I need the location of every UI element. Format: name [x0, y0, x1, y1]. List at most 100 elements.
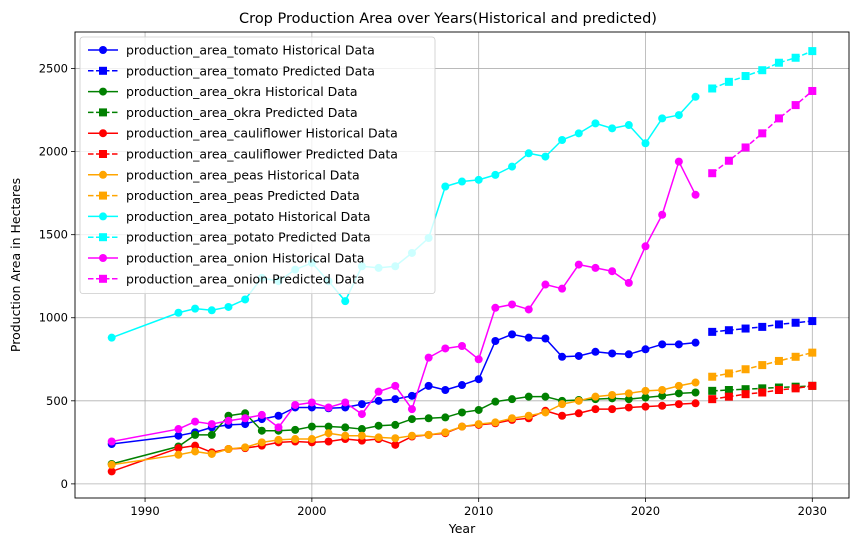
production-area-okra-historical-data-point	[391, 420, 400, 429]
production-area-onion-historical-data-point	[458, 341, 466, 350]
production-area-tomato-historical-data-point	[241, 420, 250, 429]
legend-swatch-marker	[99, 212, 107, 221]
production-area-cauliflower-predicted-data-point	[724, 392, 733, 401]
production-area-okra-predicted-data-point	[724, 386, 733, 395]
x-tick-label: 2020	[631, 504, 660, 518]
legend-entry: production_area_cauliflower Historical D…	[126, 126, 398, 141]
legend-swatch-marker	[99, 233, 107, 242]
legend-box	[79, 36, 436, 295]
production-area-potato-historical-data-point	[691, 92, 700, 101]
production-area-cauliflower-historical-data-point	[608, 405, 617, 414]
legend-swatch-marker	[99, 254, 107, 262]
production-area-onion-historical-data-point	[691, 190, 700, 199]
production-area-cauliflower-historical-data-point	[574, 409, 583, 418]
y-tick-label: 2500	[39, 62, 68, 76]
production-area-peas-historical-data-point	[341, 431, 350, 440]
production-area-onion-historical-data-point	[324, 403, 333, 412]
production-area-tomato-historical-data-point	[658, 340, 667, 349]
production-area-peas-historical-data-point	[224, 444, 233, 453]
production-area-peas-historical-data-point	[241, 443, 250, 452]
production-area-peas-historical-data-line	[111, 381, 696, 466]
production-area-peas-predicted-data-point	[808, 348, 817, 357]
production-area-cauliflower-historical-data-point	[641, 402, 650, 411]
production-area-okra-historical-data-line	[111, 391, 696, 465]
production-area-onion-historical-data-point	[107, 437, 116, 446]
production-area-onion-historical-data-point	[274, 423, 283, 432]
production-area-onion-predicted-data-point	[791, 101, 800, 110]
production-area-peas-predicted-data-point	[708, 372, 717, 381]
production-area-potato-historical-data-point	[608, 124, 617, 133]
production-area-onion-historical-data-point	[591, 263, 600, 272]
production-area-onion-historical-data-point	[257, 410, 266, 419]
production-area-tomato-historical-data-point	[424, 381, 433, 390]
production-area-tomato-historical-data-point	[524, 333, 533, 342]
production-area-peas-predicted-data-point	[758, 361, 767, 370]
production-area-peas-predicted-data-point	[791, 352, 800, 361]
production-area-tomato-historical-data-point	[691, 338, 700, 347]
production-area-peas-predicted-data-point	[741, 365, 750, 374]
production-area-onion-historical-data-point	[357, 410, 366, 419]
production-area-okra-historical-data-point	[524, 392, 533, 401]
production-area-onion-predicted-data-point	[741, 143, 750, 152]
production-area-tomato-historical-data-point	[391, 395, 400, 404]
legend-swatch-marker	[99, 66, 107, 75]
production-area-cauliflower-historical-data-point	[391, 440, 400, 449]
legend-entry: production_area_peas Historical Data	[126, 167, 360, 182]
production-area-okra-historical-data-point	[658, 391, 667, 400]
production-area-onion-historical-data-point	[524, 305, 533, 314]
legend-entry: production_area_cauliflower Predicted Da…	[126, 147, 398, 162]
production-area-peas-historical-data-point	[291, 435, 300, 444]
production-area-tomato-historical-data-point	[591, 347, 600, 356]
production-area-peas-historical-data-point	[608, 390, 617, 399]
legend-entry: production_area_tomato Historical Data	[126, 43, 375, 58]
production-area-tomato-historical-data-point	[441, 386, 450, 395]
production-area-tomato-historical-data-point	[541, 334, 550, 343]
production-area-okra-historical-data-point	[441, 413, 450, 422]
production-area-okra-historical-data-point	[424, 414, 433, 423]
y-tick-label: 2000	[39, 145, 68, 159]
production-area-onion-predicted-data-point	[774, 114, 783, 123]
production-area-peas-historical-data-point	[307, 435, 316, 444]
legend-entry: production_area_onion Predicted Data	[126, 271, 365, 286]
production-area-onion-historical-data-point	[608, 267, 617, 276]
production-area-peas-historical-data-point	[574, 396, 583, 405]
x-tick-label: 2030	[798, 504, 827, 518]
production-area-onion-historical-data-point	[174, 425, 183, 434]
production-area-okra-historical-data-point	[508, 395, 517, 404]
production-area-peas-historical-data-point	[624, 389, 633, 398]
production-area-peas-historical-data-point	[191, 447, 200, 456]
production-area-potato-historical-data-point	[624, 121, 633, 130]
chart-title: Crop Production Area over Years(Historic…	[239, 11, 657, 27]
production-area-okra-historical-data-point	[191, 430, 200, 439]
production-area-tomato-historical-data-point	[574, 351, 583, 360]
production-area-potato-historical-data-point	[541, 152, 550, 161]
production-area-tomato-predicted-data-point	[724, 326, 733, 335]
production-area-tomato-predicted-data-point	[758, 322, 767, 331]
production-area-peas-historical-data-point	[541, 408, 550, 417]
production-area-okra-historical-data-point	[341, 423, 350, 432]
production-area-okra-historical-data-point	[458, 408, 466, 417]
production-area-peas-historical-data-point	[524, 411, 533, 420]
production-area-okra-historical-data-point	[207, 430, 216, 439]
production-area-tomato-historical-data-point	[624, 350, 633, 359]
production-area-peas-historical-data-point	[491, 418, 500, 427]
production-area-potato-historical-data-point	[458, 177, 466, 186]
production-area-peas-historical-data-point	[324, 429, 333, 438]
legend-entry: production_area_tomato Predicted Data	[126, 63, 375, 78]
y-tick-label: 500	[46, 394, 68, 408]
legend-swatch-marker	[99, 170, 107, 179]
production-area-tomato-historical-data-point	[608, 349, 617, 358]
production-area-peas-historical-data-point	[458, 422, 466, 431]
production-area-potato-historical-data-point	[474, 175, 483, 184]
production-area-peas-historical-data-point	[274, 435, 283, 444]
production-area-potato-predicted-data-point	[724, 77, 733, 86]
production-area-cauliflower-predicted-data-point	[791, 384, 800, 393]
production-area-tomato-historical-data-point	[174, 431, 183, 440]
production-area-tomato-historical-data-point	[374, 396, 383, 405]
production-area-potato-historical-data-point	[107, 333, 116, 342]
production-area-cauliflower-historical-data-point	[558, 411, 567, 420]
legend-swatch-marker	[99, 129, 107, 138]
production-area-tomato-historical-data-point	[474, 375, 483, 384]
production-area-tomato-predicted-data-point	[808, 317, 817, 326]
